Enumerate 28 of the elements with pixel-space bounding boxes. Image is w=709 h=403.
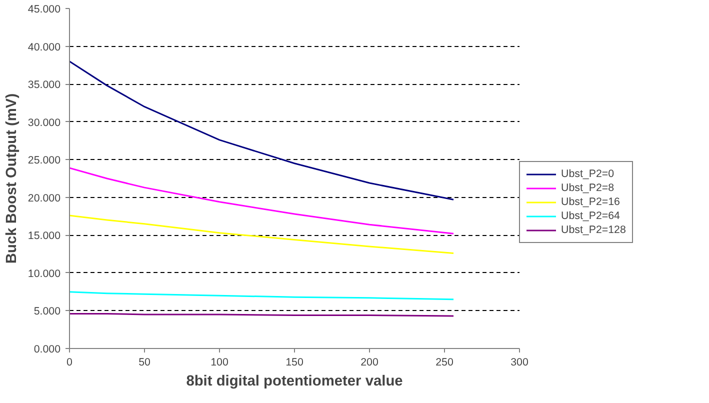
x-tick-label: 50: [138, 356, 150, 368]
x-tick-label: 300: [510, 356, 528, 368]
y-tick-label: 15.000: [28, 230, 61, 242]
legend-label: Ubst_P2=0: [561, 168, 614, 180]
y-tick-label: 5.000: [34, 306, 61, 318]
legend-label: Ubst_P2=8: [561, 182, 614, 194]
x-axis-title: 8bit digital potentiometer value: [186, 374, 403, 390]
y-tick-label: 40.000: [28, 41, 61, 54]
y-axis-title: Buck Boost Output (mV): [4, 93, 20, 264]
legend-label: Ubst_P2=16: [561, 196, 620, 208]
line-series: [70, 214, 454, 254]
y-tick-label: 25.000: [28, 154, 61, 167]
y-tick-label: 30.000: [28, 116, 61, 129]
line-series: [70, 167, 454, 234]
x-tick-label: 200: [360, 356, 378, 368]
y-tick-label: 0.000: [34, 344, 61, 356]
legend-label: Ubst_P2=64: [561, 210, 620, 222]
x-tick-label: 250: [436, 356, 454, 368]
x-tick-label: 0: [66, 356, 73, 368]
y-tick-label: 10.000: [28, 268, 61, 280]
line-series: [70, 291, 454, 300]
x-tick-label: 100: [210, 356, 228, 368]
y-tick-label: 35.000: [28, 79, 61, 92]
line-series: [70, 60, 454, 200]
legend-label: Ubst_P2=128: [561, 224, 626, 236]
x-tick-label: 150: [286, 356, 304, 368]
y-tick-label: 20.000: [28, 192, 61, 204]
y-tick-label: 45.000: [28, 4, 61, 16]
